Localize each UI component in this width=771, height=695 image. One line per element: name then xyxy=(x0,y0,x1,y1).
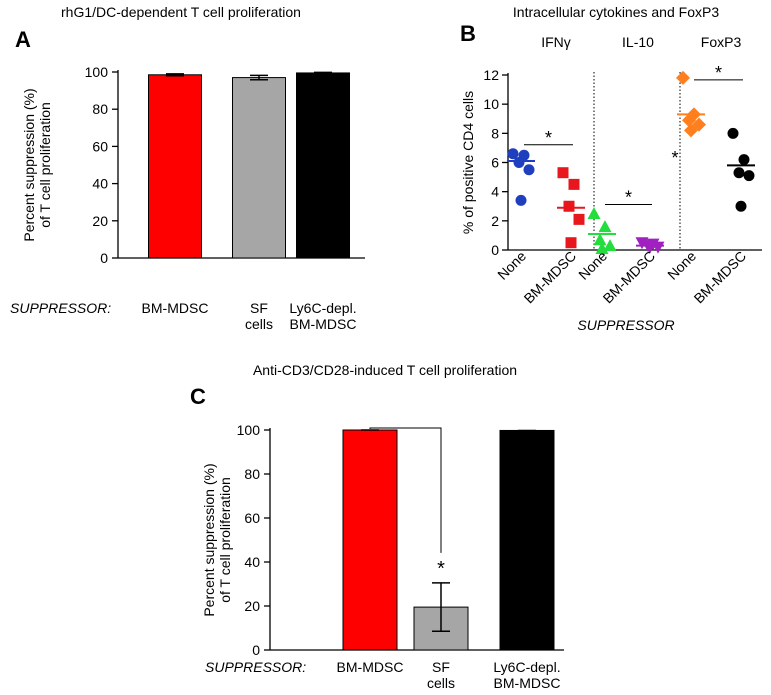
y-tick-label: 60 xyxy=(244,510,260,526)
x-axis-label: SUPPRESSOR: xyxy=(205,659,306,675)
y-tick-label: 4 xyxy=(491,184,499,200)
bar xyxy=(342,429,398,651)
data-point xyxy=(515,194,527,206)
data-point xyxy=(676,70,690,85)
category-label: BM-MDSC xyxy=(337,659,404,675)
y-axis-label: % of positive CD4 cells xyxy=(460,91,476,234)
significance-star: * xyxy=(625,188,632,208)
y-tick-label: 60 xyxy=(92,138,108,154)
panel-letter-a: A xyxy=(15,27,31,52)
category-label: BM-MDSC xyxy=(521,248,580,307)
category-label: None xyxy=(494,248,529,283)
category-label: Ly6C-depl. xyxy=(289,300,356,316)
data-point xyxy=(565,237,577,249)
category-label: SF xyxy=(250,300,268,316)
bar xyxy=(148,74,202,259)
data-point xyxy=(563,200,575,212)
y-tick-label: 40 xyxy=(92,176,108,192)
y-tick-label: 2 xyxy=(491,213,499,229)
y-tick-label: 12 xyxy=(483,67,499,83)
y-axis-label: of T cell proliferation xyxy=(217,477,233,603)
panel-a-title: rhG1/DC-dependent T cell proliferation xyxy=(61,4,301,20)
data-point xyxy=(598,220,612,233)
bar xyxy=(232,77,286,259)
category-label: BM-MDSC xyxy=(494,675,561,691)
y-tick-label: 0 xyxy=(100,250,108,266)
category-label: BM-MDSC xyxy=(142,300,209,316)
y-tick-label: 0 xyxy=(252,642,260,658)
data-point xyxy=(568,178,580,190)
data-point xyxy=(557,167,569,179)
category-label: Ly6C-depl. xyxy=(493,659,560,675)
y-tick-label: 100 xyxy=(85,64,109,80)
y-axis-label: Percent suppression (%) xyxy=(21,88,37,241)
data-point xyxy=(738,154,750,166)
data-point xyxy=(727,127,739,139)
panel-b-title: Intracellular cytokines and FoxP3 xyxy=(513,4,719,20)
group-header: IFNγ xyxy=(541,34,571,50)
data-point xyxy=(684,123,698,138)
bar xyxy=(499,429,555,651)
y-tick-label: 6 xyxy=(491,155,499,171)
comparison-bracket xyxy=(369,427,442,553)
y-tick-label: 40 xyxy=(244,554,260,570)
y-tick-label: 20 xyxy=(244,598,260,614)
panel-letter-c: C xyxy=(190,384,206,409)
data-point xyxy=(735,200,747,212)
data-point xyxy=(593,233,607,246)
group-header: FoxP3 xyxy=(701,34,742,50)
y-tick-label: 80 xyxy=(244,466,260,482)
category-label: BM-MDSC xyxy=(290,316,357,332)
data-point xyxy=(595,242,609,255)
y-tick-label: 80 xyxy=(92,101,108,117)
data-point xyxy=(743,170,755,182)
category-label: cells xyxy=(427,675,455,691)
significance-star: * xyxy=(545,128,552,148)
data-point xyxy=(603,239,617,252)
category-label: cells xyxy=(245,316,273,332)
data-point xyxy=(643,241,657,254)
y-tick-label: 8 xyxy=(491,125,499,141)
significance-star: * xyxy=(437,558,445,580)
panel-letter-b: B xyxy=(460,21,476,46)
x-axis-label: SUPPRESSOR: xyxy=(10,300,111,316)
panel-c: C Anti-CD3/CD28-induced T cell prolifera… xyxy=(190,362,564,691)
panel-b: B Intracellular cytokines and FoxP3 0 2 4 6… xyxy=(460,4,762,333)
y-axis-label: of T cell proliferation xyxy=(37,102,53,228)
data-point xyxy=(682,113,696,128)
y-tick-label: 0 xyxy=(491,242,499,258)
y-tick-label: 20 xyxy=(92,213,108,229)
y-tick-label: 100 xyxy=(237,422,261,438)
x-axis-label: SUPPRESSOR xyxy=(577,317,674,333)
data-point xyxy=(733,167,745,179)
significance-star: * xyxy=(715,63,722,83)
category-label: None xyxy=(664,248,699,283)
data-point xyxy=(587,207,601,220)
group-header: IL-10 xyxy=(622,34,654,50)
panel-c-title: Anti-CD3/CD28-induced T cell proliferati… xyxy=(253,362,517,378)
category-label: BM-MDSC xyxy=(691,248,750,307)
y-axis-label: Percent suppression (%) xyxy=(201,463,217,616)
category-label: SF xyxy=(432,659,450,675)
data-point xyxy=(507,148,519,160)
category-label: BM-MDSC xyxy=(600,248,659,307)
bar xyxy=(296,72,350,259)
data-point xyxy=(523,164,535,176)
panel-a: A rhG1/DC-dependent T cell proliferation… xyxy=(10,4,365,332)
significance-star: * xyxy=(671,148,678,168)
data-point xyxy=(573,213,585,225)
y-tick-label: 10 xyxy=(483,96,499,112)
data-point xyxy=(513,157,525,168)
